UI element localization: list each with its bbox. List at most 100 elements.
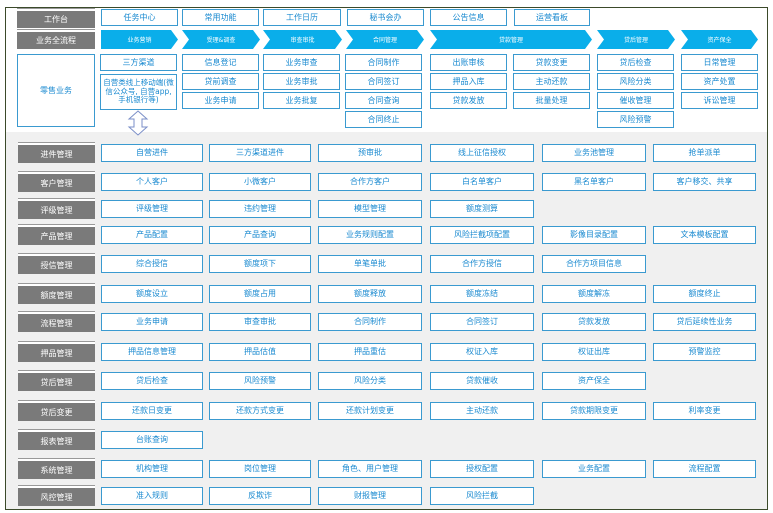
module-item[interactable]: 白名单客户 bbox=[430, 173, 534, 191]
module-item[interactable]: 业务配置 bbox=[542, 460, 646, 478]
module-item[interactable]: 权证出库 bbox=[542, 343, 646, 361]
module-item[interactable]: 模型管理 bbox=[318, 200, 422, 218]
workbench-item[interactable]: 公告信息 bbox=[430, 9, 507, 26]
module-item[interactable]: 岗位管理 bbox=[209, 460, 311, 478]
module-item[interactable]: 综合授信 bbox=[101, 255, 203, 273]
module-item[interactable]: 合作方客户 bbox=[318, 173, 422, 191]
retail-function-cell[interactable]: 诉讼管理 bbox=[681, 92, 758, 109]
module-item[interactable]: 还款日变更 bbox=[101, 402, 203, 420]
module-item[interactable]: 资产保全 bbox=[542, 372, 646, 390]
process-stage-chevron[interactable]: 合同管理 bbox=[346, 30, 424, 49]
retail-function-cell[interactable]: 合同查询 bbox=[345, 92, 422, 109]
process-stage-chevron[interactable]: 资产保全 bbox=[681, 30, 758, 49]
module-item[interactable]: 抢单派单 bbox=[653, 144, 756, 162]
retail-function-cell[interactable]: 贷前调查 bbox=[182, 73, 259, 90]
module-item[interactable]: 线上征信授权 bbox=[430, 144, 534, 162]
retail-function-cell[interactable]: 批量处理 bbox=[513, 92, 590, 109]
retail-function-cell[interactable]: 催收管理 bbox=[597, 92, 674, 109]
module-item[interactable]: 反欺诈 bbox=[209, 487, 311, 505]
module-item[interactable]: 业务池管理 bbox=[542, 144, 646, 162]
module-item[interactable]: 个人客户 bbox=[101, 173, 203, 191]
process-stage-chevron[interactable]: 受理&调查 bbox=[182, 30, 260, 49]
module-item[interactable]: 额度终止 bbox=[653, 285, 756, 303]
process-stage-chevron[interactable]: 贷后管理 bbox=[597, 30, 675, 49]
module-item[interactable]: 贷后延续性业务 bbox=[653, 313, 756, 331]
module-item[interactable]: 流程配置 bbox=[653, 460, 756, 478]
module-item[interactable]: 额度测算 bbox=[430, 200, 534, 218]
workbench-item[interactable]: 常用功能 bbox=[182, 9, 259, 26]
retail-function-cell[interactable]: 风险预警 bbox=[597, 111, 674, 128]
module-item[interactable]: 贷款发放 bbox=[542, 313, 646, 331]
module-item[interactable]: 产品配置 bbox=[101, 226, 203, 244]
workbench-item[interactable]: 秘书会办 bbox=[347, 9, 424, 26]
module-item[interactable]: 业务申请 bbox=[101, 313, 203, 331]
module-item[interactable]: 文本模板配置 bbox=[653, 226, 756, 244]
module-item[interactable]: 产品查询 bbox=[209, 226, 311, 244]
module-item[interactable]: 评级管理 bbox=[101, 200, 203, 218]
retail-function-cell[interactable]: 业务审批 bbox=[263, 73, 340, 90]
module-item[interactable]: 额度冻结 bbox=[430, 285, 534, 303]
module-item[interactable]: 预警监控 bbox=[653, 343, 756, 361]
module-item[interactable]: 利率变更 bbox=[653, 402, 756, 420]
module-item[interactable]: 权证入库 bbox=[430, 343, 534, 361]
retail-function-cell[interactable]: 业务批复 bbox=[263, 92, 340, 109]
module-item[interactable]: 主动还款 bbox=[430, 402, 534, 420]
retail-function-cell[interactable]: 业务申请 bbox=[182, 92, 259, 109]
module-item[interactable]: 押品重估 bbox=[318, 343, 422, 361]
module-item[interactable]: 授权配置 bbox=[430, 460, 534, 478]
module-item[interactable]: 三方渠道进件 bbox=[209, 144, 311, 162]
module-item[interactable]: 额度释放 bbox=[318, 285, 422, 303]
module-item[interactable]: 财报管理 bbox=[318, 487, 422, 505]
module-item[interactable]: 贷款期限变更 bbox=[542, 402, 646, 420]
module-item[interactable]: 台账查询 bbox=[101, 431, 203, 449]
module-item[interactable]: 黑名单客户 bbox=[542, 173, 646, 191]
retail-function-cell[interactable]: 贷款变更 bbox=[513, 54, 590, 71]
module-item[interactable]: 审查审批 bbox=[209, 313, 311, 331]
retail-function-cell[interactable]: 合同终止 bbox=[345, 111, 422, 128]
module-item[interactable]: 自营进件 bbox=[101, 144, 203, 162]
retail-function-cell[interactable]: 三方渠道 bbox=[100, 54, 177, 71]
module-item[interactable]: 违约管理 bbox=[209, 200, 311, 218]
module-item[interactable]: 合同签订 bbox=[430, 313, 534, 331]
module-item[interactable]: 还款方式变更 bbox=[209, 402, 311, 420]
module-item[interactable]: 风险拦截项配置 bbox=[430, 226, 534, 244]
retail-function-cell[interactable]: 日常管理 bbox=[681, 54, 758, 71]
workbench-item[interactable]: 任务中心 bbox=[101, 9, 178, 26]
retail-function-cell[interactable]: 贷后检查 bbox=[597, 54, 674, 71]
retail-function-cell[interactable]: 资产处置 bbox=[681, 73, 758, 90]
retail-function-cell[interactable]: 贷款发放 bbox=[430, 92, 507, 109]
module-item[interactable]: 额度项下 bbox=[209, 255, 311, 273]
module-item[interactable]: 准入规则 bbox=[101, 487, 203, 505]
retail-function-cell[interactable]: 合同签订 bbox=[345, 73, 422, 90]
module-item[interactable]: 押品估值 bbox=[209, 343, 311, 361]
module-item[interactable]: 额度设立 bbox=[101, 285, 203, 303]
module-item[interactable]: 额度占用 bbox=[209, 285, 311, 303]
retail-function-cell[interactable]: 押品入库 bbox=[430, 73, 507, 90]
module-item[interactable]: 单笔单批 bbox=[318, 255, 422, 273]
retail-function-cell[interactable]: 风险分类 bbox=[597, 73, 674, 90]
retail-function-cell[interactable]: 自营类线上移动端(微信公众号, 自营app, 手机银行等) bbox=[100, 74, 177, 110]
module-item[interactable]: 合同制作 bbox=[318, 313, 422, 331]
retail-function-cell[interactable]: 信息登记 bbox=[182, 54, 259, 71]
workbench-item[interactable]: 运营看板 bbox=[514, 9, 590, 26]
module-item[interactable]: 影像目录配置 bbox=[542, 226, 646, 244]
module-item[interactable]: 预审批 bbox=[318, 144, 422, 162]
module-item[interactable]: 业务规则配置 bbox=[318, 226, 422, 244]
module-item[interactable]: 合作方项目信息 bbox=[542, 255, 646, 273]
module-item[interactable]: 风险拦截 bbox=[430, 487, 534, 505]
module-item[interactable]: 额度解冻 bbox=[542, 285, 646, 303]
retail-function-cell[interactable]: 业务审查 bbox=[263, 54, 340, 71]
workbench-item[interactable]: 工作日历 bbox=[263, 9, 341, 26]
process-stage-chevron[interactable]: 贷款管理 bbox=[430, 30, 592, 49]
module-item[interactable]: 贷款催收 bbox=[430, 372, 534, 390]
module-item[interactable]: 小微客户 bbox=[209, 173, 311, 191]
module-item[interactable]: 合作方授信 bbox=[430, 255, 534, 273]
module-item[interactable]: 风险分类 bbox=[318, 372, 422, 390]
module-item[interactable]: 贷后检查 bbox=[101, 372, 203, 390]
module-item[interactable]: 押品信息管理 bbox=[101, 343, 203, 361]
module-item[interactable]: 角色、用户管理 bbox=[318, 460, 422, 478]
retail-function-cell[interactable]: 主动还款 bbox=[513, 73, 590, 90]
retail-function-cell[interactable]: 出账审核 bbox=[430, 54, 507, 71]
module-item[interactable]: 风险预警 bbox=[209, 372, 311, 390]
module-item[interactable]: 还款计划变更 bbox=[318, 402, 422, 420]
